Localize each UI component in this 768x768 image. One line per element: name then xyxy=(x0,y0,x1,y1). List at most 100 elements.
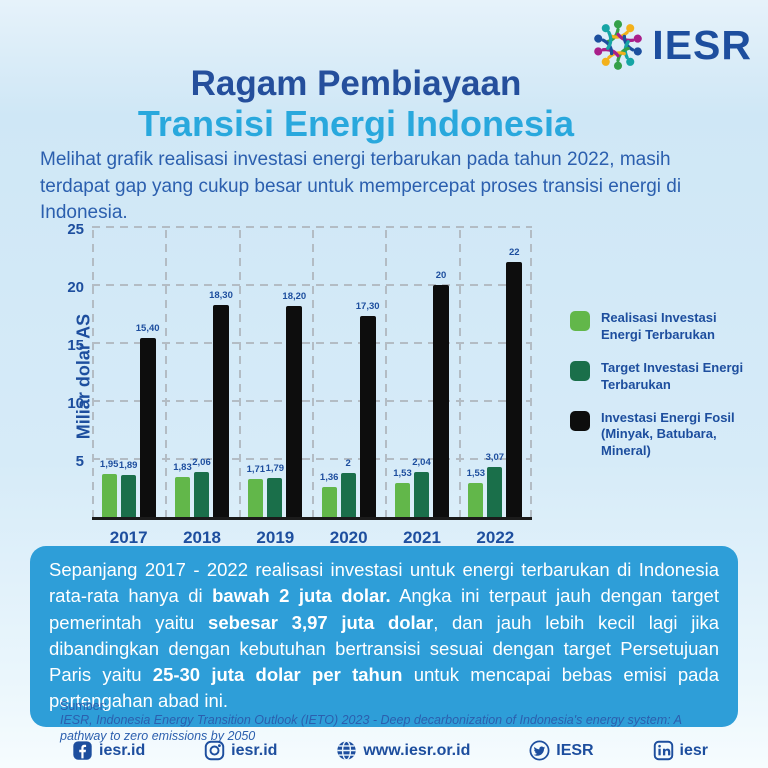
legend-swatch-fosil xyxy=(570,410,590,431)
instagram-icon xyxy=(204,740,225,761)
summary-segment-0: Sepanjang 2017 - 2022 realisasi investas… xyxy=(49,559,719,607)
x-tick-2022: 2022 xyxy=(476,528,515,547)
bar-group-2020: 1,36 2 17,30 xyxy=(312,301,385,517)
bar-fosil-2021: 20 xyxy=(432,270,449,517)
gridline-x-1 xyxy=(165,230,168,517)
gridline-x-4 xyxy=(385,230,388,517)
source-text: IESR, Indonesia Energy Transition Outloo… xyxy=(60,713,682,743)
y-tick-20: 20 xyxy=(67,279,84,296)
source-block: Sumber: IESR, Indonesia Energy Transitio… xyxy=(60,699,720,744)
bar-realisasi-2018: 1,83 xyxy=(173,462,192,517)
legend-label-target: Target Investasi Energi Terbarukan xyxy=(601,359,744,392)
bar-target-2022: 3,07 xyxy=(486,452,504,517)
intro-paragraph: Melihat grafik realisasi investasi energ… xyxy=(40,149,682,224)
social-link-IESR-3[interactable]: IESR xyxy=(529,740,594,761)
facebook-icon xyxy=(72,740,93,761)
bar-target-2021: 2,04 xyxy=(412,457,431,517)
legend-item-fosil: Investasi Energi Fosil (Minyak, Batubara… xyxy=(570,410,752,461)
social-footer: iesr.id iesr.id www.iesr.or.id IESR iesr xyxy=(72,740,708,761)
y-tick-5: 5 xyxy=(75,453,84,470)
social-handle: iesr xyxy=(679,741,708,759)
linkedin-icon xyxy=(653,740,674,761)
x-tick-2020: 2020 xyxy=(329,528,368,547)
legend-item-realisasi: Realisasi Investasi Energi Terbarukan xyxy=(570,310,752,344)
bar-value-label: 20 xyxy=(435,270,447,281)
bar-group-2021: 1,53 2,04 20 xyxy=(385,270,458,517)
title-line2: Transisi Energi Indonesia xyxy=(137,102,575,144)
bar-value-label: 1,89 xyxy=(118,460,138,471)
social-link-iesr.id-1[interactable]: iesr.id xyxy=(204,740,277,761)
bar-value-label: 18,20 xyxy=(282,291,307,302)
bar-value-label: 1,53 xyxy=(466,468,486,479)
bar-value-label: 22 xyxy=(509,247,520,258)
chart-legend: Realisasi Investasi Energi Terbarukan Tar… xyxy=(570,310,752,460)
summary-segment-6: untuk mencapai bebas emisi pada pertenga… xyxy=(49,664,720,712)
bar-value-label: 1,71 xyxy=(246,464,266,475)
gridline-x-2 xyxy=(238,230,241,517)
bar-fosil-2017: 15,40 xyxy=(136,323,160,517)
bar-value-label: 1,53 xyxy=(393,468,412,479)
bar-realisasi-2017: 1,95 xyxy=(100,459,118,517)
x-tick-2017: 2017 xyxy=(109,528,148,547)
bar-value-label: 1,95 xyxy=(99,459,119,470)
bar-realisasi-2022: 1,53 xyxy=(467,468,485,517)
gridline-y-25 xyxy=(92,226,532,228)
social-link-iesr-4[interactable]: iesr xyxy=(653,740,708,761)
bar-value-label: 1,83 xyxy=(173,462,192,473)
bar-value-label: 2,04 xyxy=(412,457,431,468)
twitter-icon xyxy=(529,740,550,761)
summary-segment-4: , dan jauh lebih kecil lagi jika dibandi… xyxy=(49,611,719,686)
bar-fosil-2020: 17,30 xyxy=(356,301,380,517)
x-tick-2021: 2021 xyxy=(403,528,441,547)
social-link-iesr.id-0[interactable]: iesr.id xyxy=(72,740,145,761)
summary-segment-1: bawah 2 juta dolar. xyxy=(212,585,391,607)
x-tick-2019: 2019 xyxy=(256,528,295,547)
legend-swatch-realisasi xyxy=(570,311,590,331)
bar-target-2018: 2,06 xyxy=(192,457,211,517)
gridline-x-5 xyxy=(458,230,461,517)
summary-segment-2: Angka ini terpaut jauh dengan target pem… xyxy=(49,585,719,633)
y-tick-25: 25 xyxy=(67,221,84,238)
x-tick-2018: 2018 xyxy=(183,528,221,547)
title-line1: Ragam Pembiayaan xyxy=(190,64,522,103)
bar-target-2019: 1,79 xyxy=(266,463,284,517)
summary-segment-5: 25-30 juta dolar per tahun xyxy=(152,664,403,686)
chart-plot-area: 1,95 1,89 15,40 1,83 2,06 18,30 1,71 1,79 18,20 1… xyxy=(92,226,532,520)
y-tick-10: 10 xyxy=(67,395,84,412)
social-handle: IESR xyxy=(556,741,594,759)
bar-value-label: 3,07 xyxy=(485,452,505,463)
legend-item-target: Target Investasi Energi Terbarukan xyxy=(570,360,752,394)
legend-label-realisasi: Realisasi Investasi Energi Terbarukan xyxy=(601,310,717,342)
iesr-logo: IESR xyxy=(589,16,752,74)
bar-realisasi-2020: 1,36 xyxy=(320,472,338,517)
legend-label-fosil: Investasi Energi Fosil (Minyak, Batubara… xyxy=(601,409,735,459)
bar-value-label: 2,06 xyxy=(192,457,211,468)
bar-fosil-2018: 18,30 xyxy=(209,290,233,517)
page-title: Ragam Pembiayaan Transisi Energi Indones… xyxy=(0,64,712,144)
bar-value-label: 1,36 xyxy=(319,472,339,483)
gridline-x-6 xyxy=(530,230,532,517)
bar-group-2022: 1,53 3,07 22 xyxy=(459,247,532,517)
social-handle: www.iesr.or.id xyxy=(363,741,471,759)
bar-target-2017: 1,89 xyxy=(119,460,137,517)
gridline-x-3 xyxy=(312,230,314,517)
iesr-swirl-icon xyxy=(594,20,643,70)
legend-swatch-target xyxy=(570,360,590,381)
bar-realisasi-2019: 1,71 xyxy=(247,464,265,517)
summary-segment-3: sebesar 3,97 juta dolar xyxy=(208,611,434,633)
bar-value-label: 1,79 xyxy=(265,463,285,474)
globe-icon xyxy=(336,740,357,761)
social-link-www.iesr.or.id-2[interactable]: www.iesr.or.id xyxy=(336,740,470,761)
iesr-logo-text: IESR xyxy=(652,21,752,68)
bar-fosil-2019: 18,20 xyxy=(282,291,306,517)
bar-value-label: 15,40 xyxy=(135,323,160,334)
social-handle: iesr.id xyxy=(231,741,278,759)
social-handle: iesr.id xyxy=(99,741,146,759)
bar-fosil-2022: 22 xyxy=(506,247,523,517)
bar-value-label: 2 xyxy=(345,458,351,469)
bar-value-label: 17,30 xyxy=(355,301,380,312)
bar-group-2018: 1,83 2,06 18,30 xyxy=(165,290,238,517)
y-tick-15: 15 xyxy=(67,337,84,354)
gridline-x-0 xyxy=(92,230,94,517)
